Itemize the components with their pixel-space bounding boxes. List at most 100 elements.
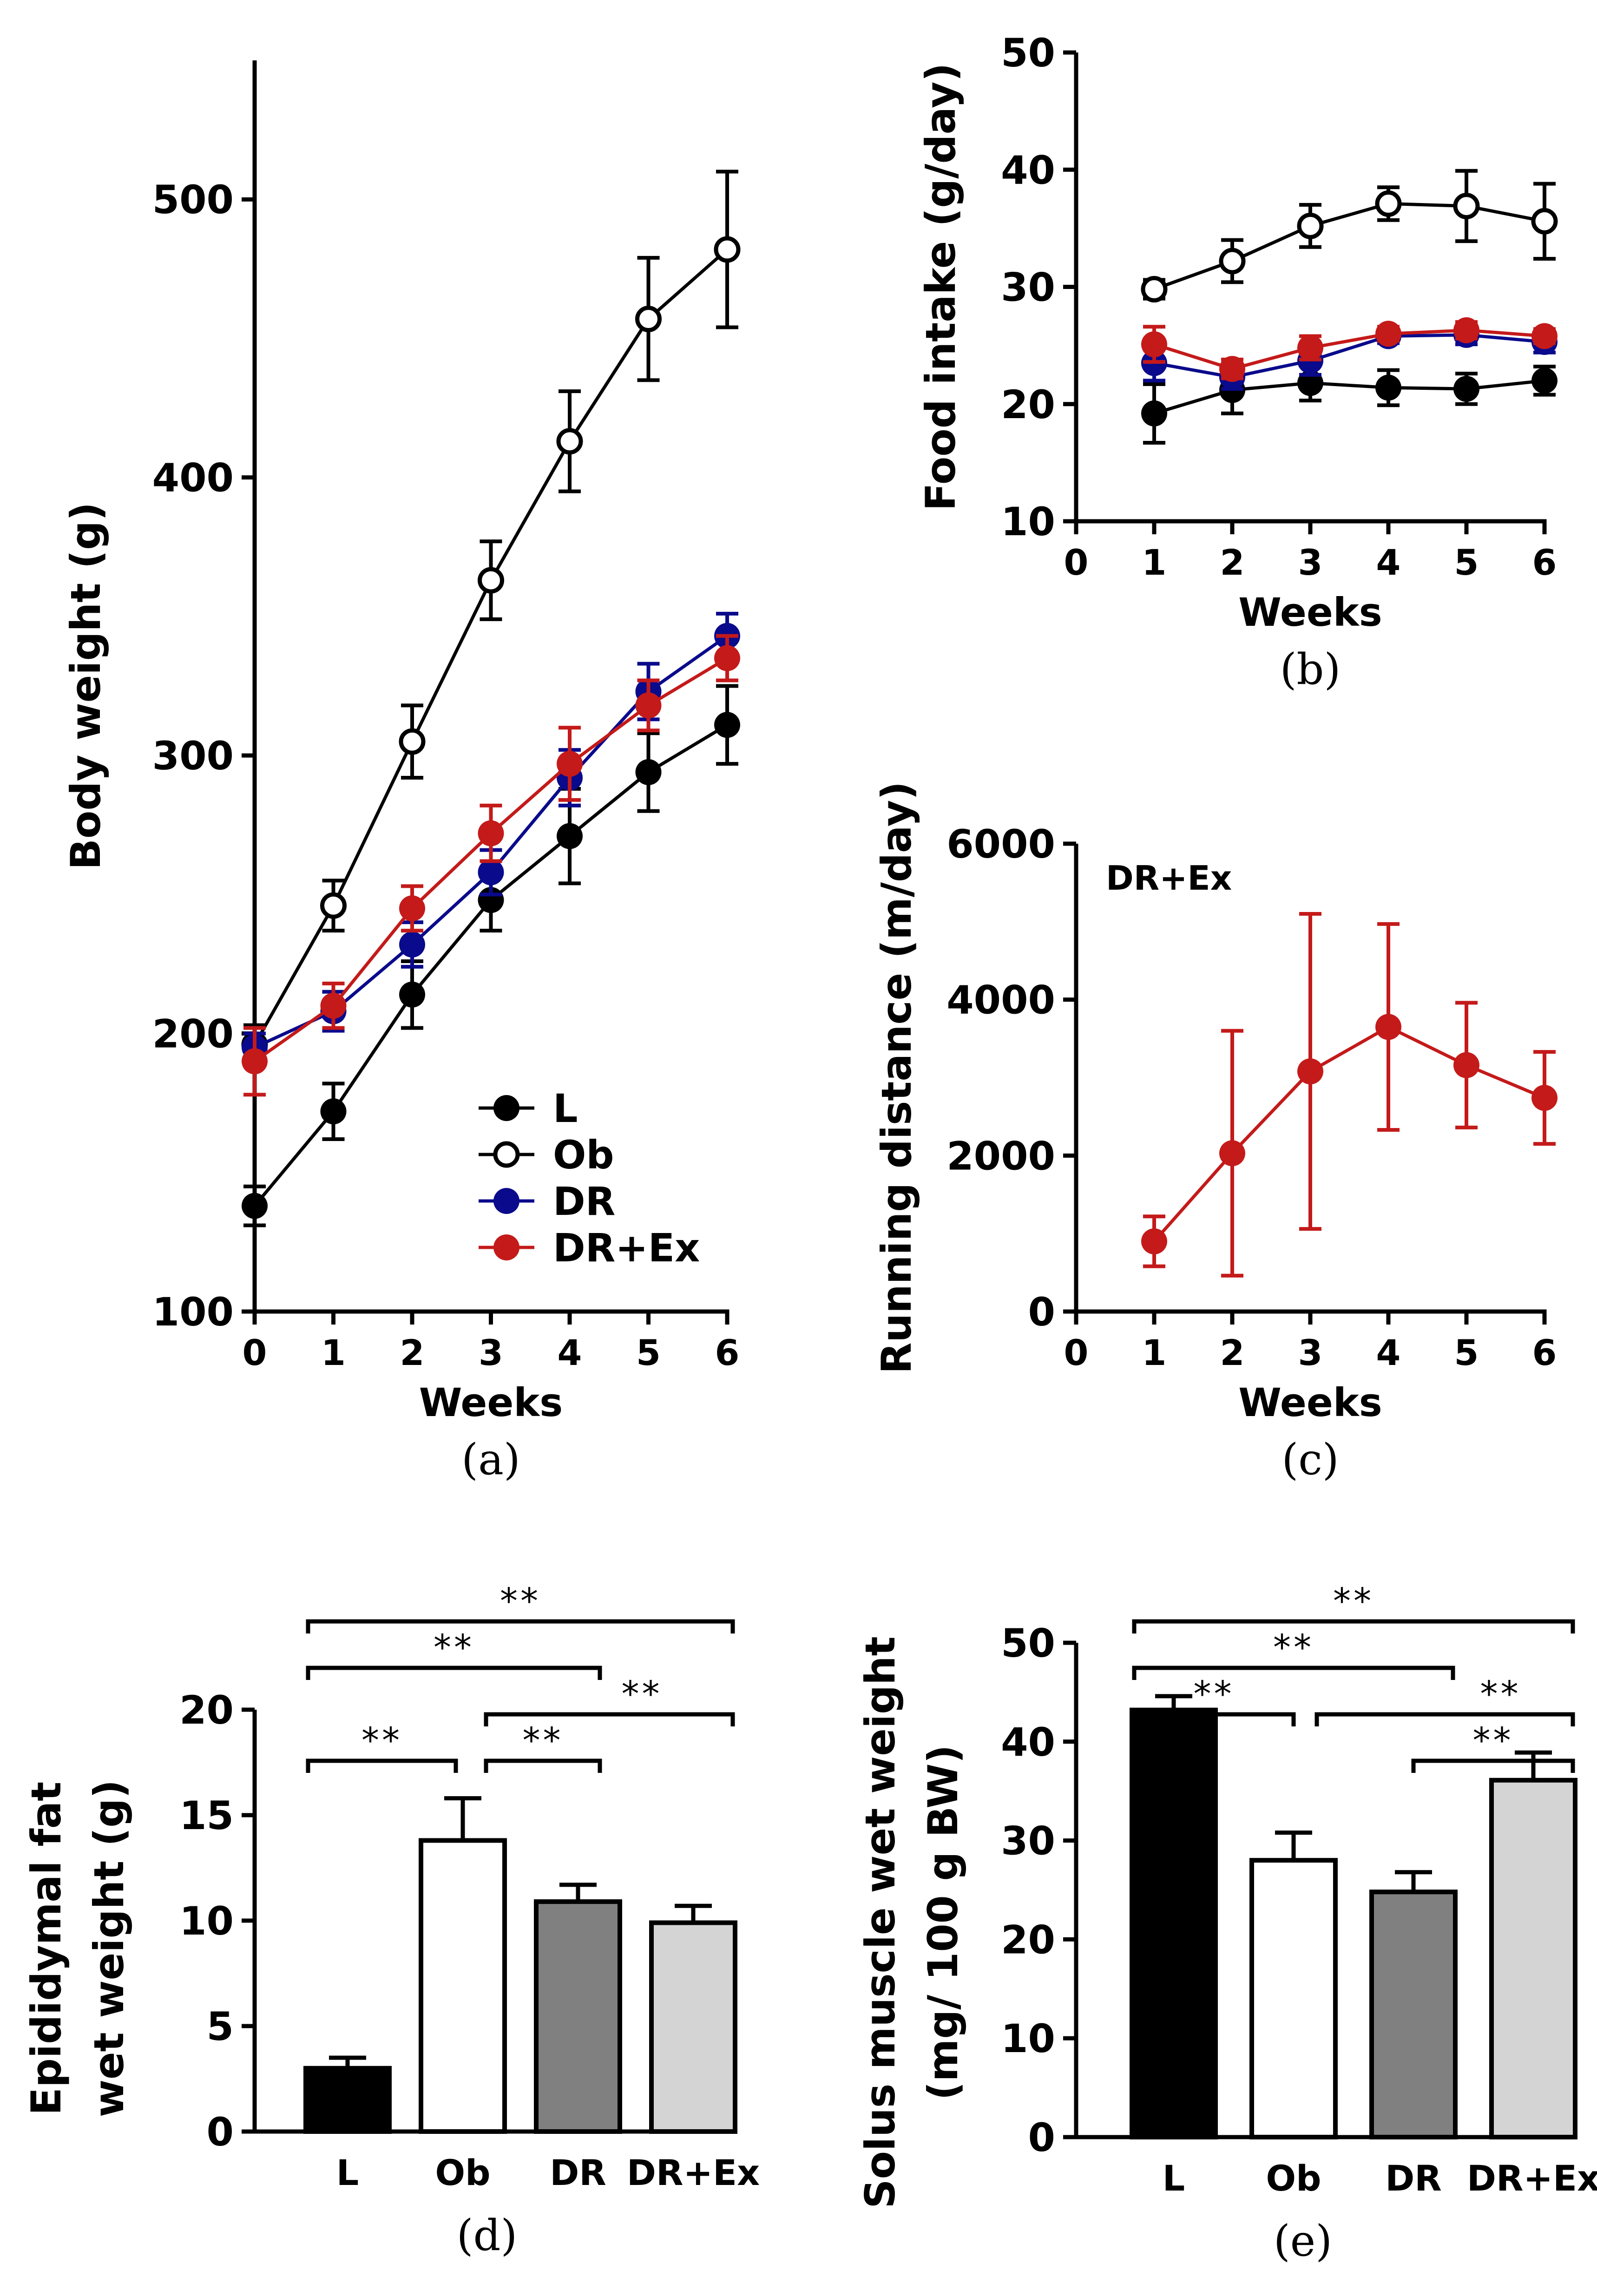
- data-point: [320, 992, 347, 1019]
- series-dr-ex: [1141, 912, 1558, 1278]
- x-tick-label: 6: [715, 1332, 740, 1373]
- data-point: [714, 236, 741, 263]
- x-tick-label: 4: [558, 1332, 582, 1373]
- y-tick-label: 40: [1001, 1719, 1055, 1765]
- y-axis-label: Epididymal fat: [22, 1782, 70, 2115]
- data-point: [478, 820, 504, 846]
- significance-bracket: **: [484, 1719, 602, 1773]
- bar-dr: [1369, 1889, 1458, 2140]
- y-tick-label: 5: [207, 2004, 234, 2049]
- data-point: [1531, 208, 1558, 235]
- data-point: [635, 306, 662, 333]
- y-tick-label: 30: [1001, 265, 1055, 310]
- y-tick-label: 0: [207, 2109, 234, 2155]
- data-point: [1375, 374, 1401, 401]
- bracket-line: [484, 1758, 602, 1773]
- data-point: [1453, 317, 1479, 343]
- significance-bracket: **: [484, 1673, 735, 1726]
- x-tick-label: 3: [1298, 1332, 1323, 1373]
- data-point: [1453, 192, 1480, 219]
- annotation: DR+Ex: [1106, 859, 1232, 898]
- x-tick-label: 4: [1376, 542, 1401, 583]
- y-tick-label: 20: [1001, 1917, 1055, 1962]
- significance-label: **: [622, 1673, 663, 1714]
- data-point: [399, 895, 425, 922]
- legend-marker: [493, 1095, 519, 1121]
- data-point: [557, 751, 583, 777]
- bracket-line: [306, 1666, 602, 1680]
- panel-d: 0 5 10 15 20 L Ob DR DR+Ex ** ** ** ** ** Epididymal f…: [22, 1580, 760, 2260]
- significance-label: **: [500, 1580, 541, 1621]
- data-point: [1297, 1058, 1323, 1085]
- data-point: [320, 892, 347, 919]
- data-point: [1219, 248, 1246, 275]
- data-point: [478, 567, 504, 594]
- data-point: [242, 1193, 268, 1219]
- panel-c: 0 1 2 3 4 5 6 0 2000 4000 6000 Weeks Running distanc…: [873, 781, 1558, 1484]
- x-tick-label: 0: [243, 1332, 267, 1373]
- y-tick-label: 300: [152, 733, 234, 779]
- data-point: [1375, 1014, 1401, 1040]
- category-label: L: [336, 2152, 359, 2193]
- series-dr-ex: [1141, 317, 1558, 382]
- significance-bracket: **: [1132, 1673, 1296, 1726]
- series-l: [242, 684, 740, 1227]
- bracket-line: [1132, 1619, 1575, 1633]
- y-tick-label: 6000: [946, 821, 1055, 867]
- category-label: Ob: [435, 2152, 490, 2193]
- x-axis-label: Weeks: [1238, 590, 1382, 635]
- series-line: [1153, 328, 1545, 371]
- legend-marker: [493, 1234, 519, 1260]
- legend-item: Ob: [479, 1132, 614, 1178]
- y-tick-label: 400: [152, 455, 234, 501]
- significance-label: **: [1480, 1673, 1521, 1714]
- legend-marker: [493, 1188, 519, 1214]
- x-axis-label: Weeks: [419, 1380, 563, 1425]
- data-point: [399, 981, 425, 1008]
- legend-label: Ob: [553, 1132, 614, 1178]
- y-tick-label: 30: [1001, 1818, 1055, 1864]
- y-tick-label: 50: [1001, 1620, 1055, 1666]
- x-tick-label: 5: [636, 1332, 661, 1373]
- y-tick-label: 100: [152, 1289, 234, 1335]
- data-point: [635, 692, 662, 719]
- x-tick-label: 3: [1298, 542, 1323, 583]
- x-tick-label: 1: [321, 1332, 346, 1373]
- bar-dr-ex: [1489, 1778, 1577, 2139]
- bar-l: [303, 2066, 392, 2134]
- x-tick-label: 5: [1454, 542, 1479, 583]
- data-point: [1531, 367, 1558, 394]
- bracket-line: [1132, 1712, 1296, 1726]
- bracket-line: [484, 1712, 735, 1726]
- significance-label: **: [1333, 1580, 1374, 1621]
- y-tick-label: 10: [1001, 2016, 1055, 2061]
- series-dr-ex: [242, 634, 740, 1097]
- panel-b: 0 1 2 3 4 5 6 10 20 30 40 50 Weeks Food intake (g/day…: [917, 30, 1558, 694]
- x-tick-label: 2: [1220, 542, 1245, 583]
- y-tick-label: 4000: [946, 977, 1055, 1023]
- y-axis-label: Running distance (m/day): [873, 781, 920, 1374]
- data-point: [556, 428, 583, 455]
- y-axis-label: Solus muscle wet weight: [856, 1636, 904, 2209]
- data-point: [1453, 1052, 1479, 1078]
- data-point: [1453, 375, 1479, 402]
- panel-a: 0 1 2 3 4 5 6 100 200 300 400 500 Weeks Body weight (…: [62, 60, 741, 1484]
- significance-label: **: [1273, 1627, 1314, 1668]
- data-point: [1375, 190, 1402, 217]
- significance-bracket: **: [306, 1719, 458, 1773]
- data-point: [1375, 321, 1401, 347]
- y-tick-label: 200: [152, 1011, 234, 1057]
- data-point: [1219, 356, 1245, 382]
- y-axis-label: Body weight (g): [62, 502, 110, 870]
- x-tick-label: 0: [1064, 1332, 1089, 1373]
- data-point: [714, 712, 740, 738]
- significance-bracket: **: [1132, 1627, 1455, 1680]
- x-tick-label: 0: [1064, 542, 1089, 583]
- x-tick-label: 2: [400, 1332, 425, 1373]
- x-tick-label: 1: [1142, 542, 1167, 583]
- category-label: DR: [1385, 2158, 1442, 2199]
- y-tick-label: 40: [1001, 147, 1055, 193]
- x-tick-label: 5: [1454, 1332, 1479, 1373]
- data-point: [320, 1098, 347, 1125]
- data-point: [635, 759, 662, 786]
